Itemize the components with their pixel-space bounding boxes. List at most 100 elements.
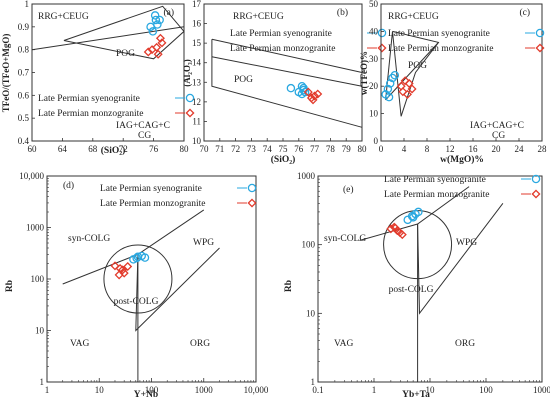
y-tick-label: 14: [192, 58, 202, 68]
y-tick-label: 13: [192, 77, 202, 87]
middle-boundary: [211, 56, 363, 87]
field-label-iag-cag-c: IAG+CAG+C: [470, 121, 524, 131]
pog-field: [63, 5, 185, 60]
legend-label-syenogranite: Late Permian syenogranite: [388, 29, 490, 39]
x-tick-label: 60: [28, 144, 38, 154]
y-tick-label: 17: [192, 0, 202, 9]
monzogranite-point: [407, 84, 417, 94]
y-tick-label: 100: [31, 274, 45, 284]
x-tick-label: 100: [479, 385, 493, 395]
syenogranite-point: [384, 92, 394, 102]
syenogranite-point: [151, 15, 161, 25]
plot-frame: [380, 3, 543, 142]
x-tick-label: 64: [58, 144, 68, 154]
monzogranite-point: [119, 268, 129, 278]
field-label-rrg-ceug: RRG+CEUG: [388, 12, 439, 22]
x-tick-label: 20: [492, 144, 502, 154]
field-label-syn-colg: syn-COLG: [324, 234, 366, 244]
field-label-org: ORG: [455, 339, 475, 349]
legend-marker-monzogranite: [535, 43, 545, 53]
syenogranite-point: [294, 87, 304, 97]
x-tick-label: 10: [426, 385, 436, 395]
x-tick-label: 76: [294, 144, 304, 154]
panel-label: (c): [519, 7, 530, 18]
syenogranite-point: [148, 27, 158, 36]
syenogranite-point: [286, 83, 296, 93]
monzogranite-point: [118, 265, 128, 275]
chart-panel-b: 70 71 72 73 74 75 76 77 78 79 801011121314151617RR…: [182, 0, 387, 165]
legend-marker-syenogranite: [377, 28, 387, 38]
field-label-pog: POG: [116, 49, 135, 59]
x-tick-label: 100: [145, 385, 159, 395]
syenogranite-point: [414, 207, 423, 217]
monzogranite-point: [386, 224, 396, 234]
x-tick-label: 1000: [195, 385, 214, 395]
field-label-pog: POG: [408, 61, 427, 71]
x-tick-label: 78: [326, 144, 336, 154]
y-tick-label: 10: [35, 326, 45, 336]
x-axis-title: Y+Nb: [134, 390, 158, 400]
syenogranite-point: [132, 253, 141, 263]
x-tick-label: 73: [247, 144, 257, 154]
syenogranite-point: [146, 22, 155, 32]
x-tick-label: 8: [425, 144, 430, 154]
legend-label-monzogranite: Late Permian monzogranite: [388, 44, 494, 54]
y-tick-label: 0: [374, 136, 379, 146]
x-tick-label: 71: [215, 144, 224, 154]
y-tick-label: 1: [40, 377, 45, 387]
y-axis-title: w(TFeO)%: [359, 51, 369, 95]
monzogranite-point: [155, 33, 165, 43]
monzogranite-point: [153, 49, 163, 59]
legend-marker-syenogranite: [247, 183, 257, 193]
y-tick-label: 1000: [297, 171, 316, 181]
syenogranite-point: [390, 70, 400, 80]
y-tick-label: 10: [369, 109, 379, 119]
x-axis-title: (SiO₂): [271, 154, 296, 165]
chart-panel-d: 1 10 100 1000 10,000 1 10 100 1000 10,000 syn-COLG…: [5, 171, 269, 400]
field-label-vag: VAG: [70, 339, 89, 349]
field-label-pog: POG: [234, 75, 253, 85]
y-tick-label: 10: [192, 136, 202, 146]
field-label-org: ORG: [190, 339, 210, 349]
panel-label: (a): [163, 7, 174, 18]
chart-panel-c: 0 4 8 12 16 20 24 28 0 10 20 30 40 50 RRG+CEUG POG IAG+C…: [359, 0, 547, 165]
monzogranite-point: [402, 89, 412, 99]
x-tick-label: 10,000: [244, 385, 269, 395]
monzogranite-point: [313, 89, 323, 99]
monzogranite-point: [306, 93, 316, 103]
x-tick-label: 70: [200, 144, 210, 154]
x-tick-label: 12: [446, 144, 455, 154]
syenogranite-point: [388, 73, 397, 83]
monzogranite-point: [157, 38, 167, 48]
legend-label-monzogranite: Late Permian monzogranite: [230, 44, 336, 54]
y-tick-label: 100: [302, 240, 316, 250]
x-tick-label: 28: [538, 144, 548, 154]
legend-marker-monzogranite: [247, 198, 257, 208]
legend-label-monzogranite: Late Permian monzogranite: [38, 109, 144, 119]
syenogranite-point: [383, 84, 393, 94]
x-tick-label: 80: [358, 144, 368, 154]
x-tick-label: 1000: [533, 385, 550, 395]
y-tick-label: 0.5: [18, 113, 30, 123]
x-tick-label: 16: [469, 144, 479, 154]
chart-panel-a: 60 64 68 72 76 80 0.4 0.5 0.6 0.7 0.8 0.9 1 RRG+CEUG P…: [1, 0, 195, 156]
syenogranite-point: [155, 15, 164, 25]
syenogranite-point: [140, 253, 150, 262]
legend-label-syenogranite: Late Permian syenogranite: [384, 175, 486, 185]
legend-marker-monzogranite: [185, 108, 195, 118]
x-tick-label: 79: [342, 144, 352, 154]
y-axis-title: (Al₂O₃): [182, 59, 192, 86]
monzogranite-point: [398, 87, 408, 97]
x-tick-label: 77: [310, 144, 320, 154]
y-axis-title: Rb: [5, 280, 15, 292]
y-tick-label: 0.4: [18, 136, 30, 146]
boundary-line: [385, 42, 439, 101]
y-tick-label: 12: [192, 97, 201, 107]
x-tick-label: 1: [372, 385, 377, 395]
legend-marker-syenogranite: [535, 28, 545, 38]
x-tick-label: 75: [279, 144, 289, 154]
monzogranite-point: [123, 261, 133, 272]
panel-label: (b): [337, 7, 348, 18]
